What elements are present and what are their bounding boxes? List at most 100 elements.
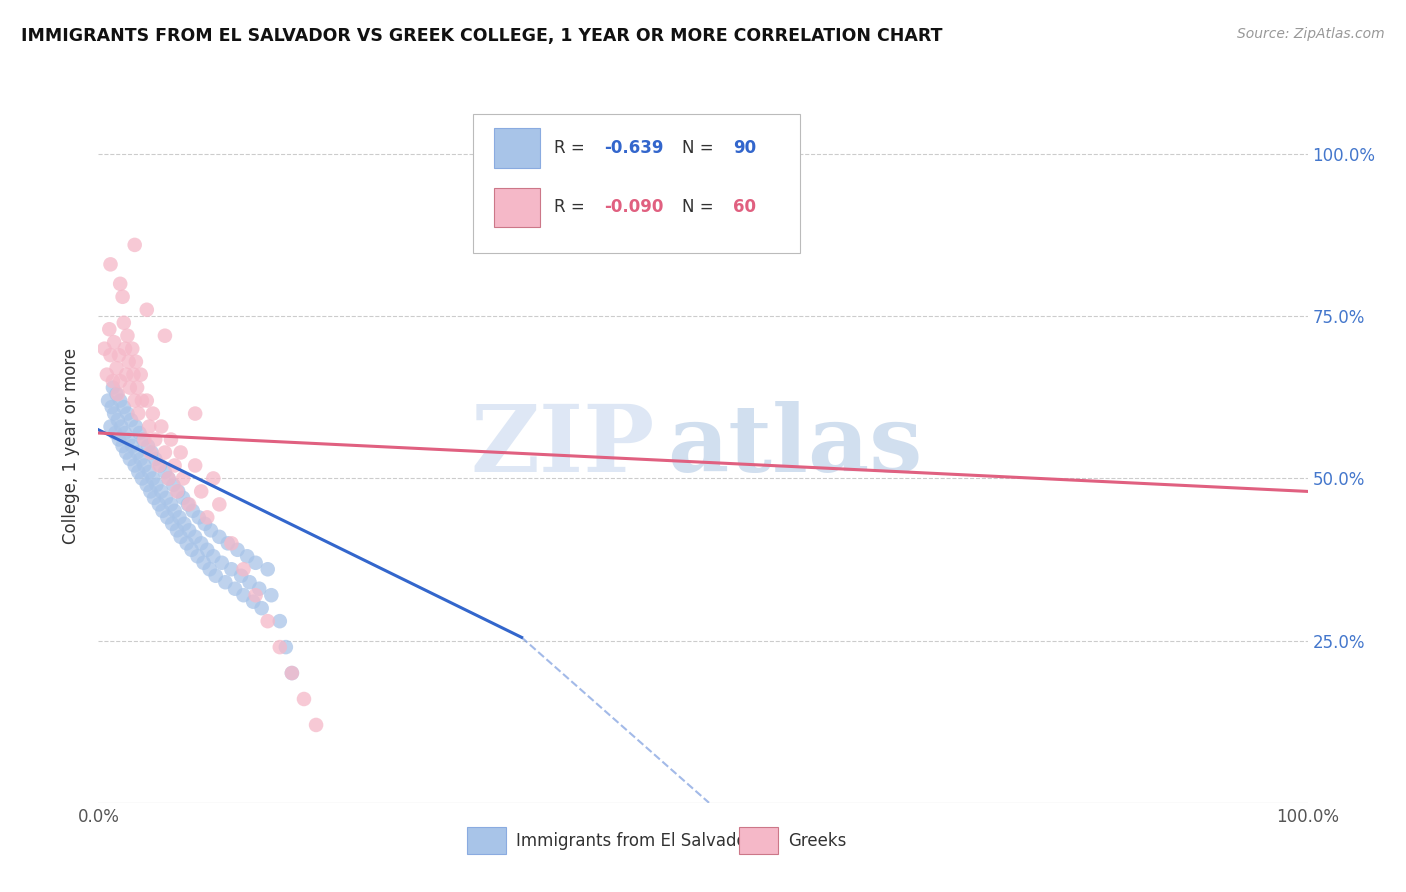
Point [132, 433, 155, 447]
Point [202, 471, 225, 485]
Point [211, 556, 233, 570]
FancyBboxPatch shape [467, 827, 506, 855]
Point [166, 484, 188, 499]
Point [134, 458, 156, 473]
Point [118, 354, 141, 368]
Point [160, 497, 183, 511]
Point [112, 400, 135, 414]
Text: Immigrants from El Salvador: Immigrants from El Salvador [516, 831, 754, 849]
Point [117, 328, 139, 343]
Text: 90: 90 [734, 139, 756, 157]
Point [112, 316, 135, 330]
Point [93, 342, 115, 356]
Point [105, 361, 128, 376]
Point [129, 452, 152, 467]
Point [162, 478, 184, 492]
Text: Greeks: Greeks [787, 831, 846, 849]
Point [143, 433, 166, 447]
Point [153, 445, 176, 459]
Point [138, 419, 160, 434]
Point [281, 666, 304, 681]
Text: R =: R = [554, 198, 591, 216]
Point [150, 419, 173, 434]
Point [104, 425, 127, 440]
Point [110, 419, 132, 434]
Point [250, 601, 273, 615]
Point [153, 328, 176, 343]
Point [121, 439, 143, 453]
FancyBboxPatch shape [740, 827, 778, 855]
Point [184, 458, 207, 473]
Point [103, 407, 125, 421]
Point [125, 354, 148, 368]
Point [239, 575, 262, 590]
Point [245, 556, 267, 570]
Point [108, 433, 131, 447]
Text: IMMIGRANTS FROM EL SALVADOR VS GREEK COLLEGE, 1 YEAR OR MORE CORRELATION CHART: IMMIGRANTS FROM EL SALVADOR VS GREEK COL… [21, 27, 942, 45]
Point [118, 381, 141, 395]
Point [181, 504, 204, 518]
Point [202, 549, 225, 564]
Point [195, 542, 218, 557]
Text: N =: N = [682, 198, 720, 216]
Point [98, 322, 121, 336]
Point [214, 575, 236, 590]
Point [100, 400, 122, 414]
Point [221, 536, 243, 550]
Point [163, 458, 186, 473]
Point [111, 439, 134, 453]
Point [150, 484, 173, 499]
Point [281, 666, 304, 681]
Point [149, 458, 172, 473]
Point [114, 425, 136, 440]
Point [728, 167, 751, 181]
Point [179, 497, 201, 511]
Point [177, 497, 200, 511]
Point [260, 588, 283, 602]
Point [160, 433, 183, 447]
Point [135, 393, 157, 408]
Point [100, 348, 122, 362]
Point [169, 445, 191, 459]
Point [236, 549, 259, 564]
Point [160, 516, 183, 531]
Point [184, 530, 207, 544]
Point [208, 530, 231, 544]
Point [245, 588, 267, 602]
Point [103, 335, 125, 350]
Point [157, 471, 180, 485]
Point [190, 484, 212, 499]
Point [105, 387, 128, 401]
Point [163, 504, 186, 518]
Point [256, 614, 278, 628]
Point [120, 413, 142, 427]
Point [108, 374, 131, 388]
Point [143, 491, 166, 505]
Point [221, 562, 243, 576]
FancyBboxPatch shape [494, 128, 540, 168]
Point [172, 491, 194, 505]
Text: -0.090: -0.090 [603, 198, 664, 216]
Point [115, 445, 138, 459]
Point [114, 342, 136, 356]
Point [100, 257, 122, 271]
Point [118, 433, 141, 447]
Point [187, 549, 209, 564]
Point [167, 484, 190, 499]
Point [96, 368, 118, 382]
Point [145, 478, 167, 492]
Point [124, 458, 146, 473]
Point [180, 542, 202, 557]
Text: ZIP: ZIP [471, 401, 655, 491]
Point [121, 342, 143, 356]
Point [127, 381, 149, 395]
Point [269, 640, 291, 654]
Point [127, 465, 149, 479]
Point [142, 407, 165, 421]
Point [157, 471, 180, 485]
Point [152, 504, 174, 518]
Point [194, 516, 217, 531]
Point [141, 445, 163, 459]
Point [229, 568, 252, 582]
Point [184, 407, 207, 421]
